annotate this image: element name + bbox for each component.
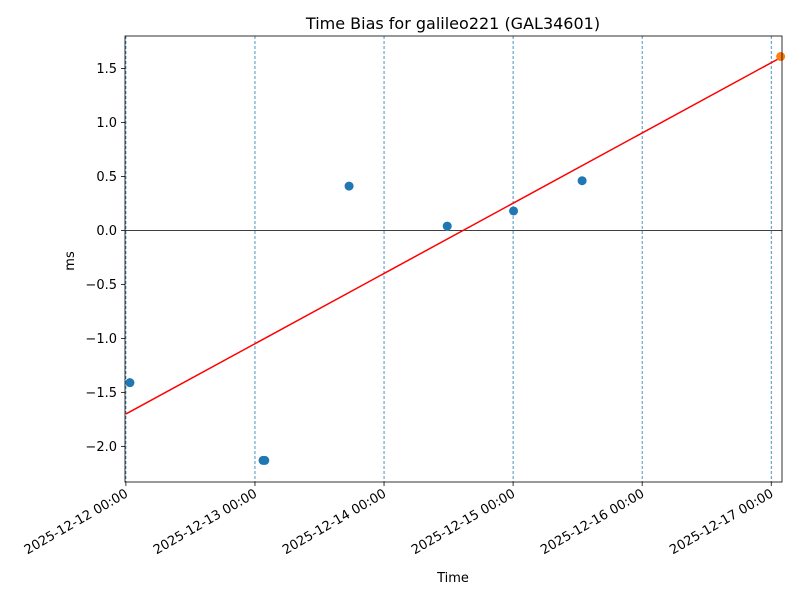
x-tick-label: 2025-12-15 00:00 (409, 486, 518, 558)
y-tick-label: −1.5 (85, 386, 117, 401)
data-point (577, 176, 587, 186)
x-tick-label: 2025-12-14 00:00 (280, 486, 389, 558)
y-tick-label: −2.0 (85, 440, 117, 455)
y-tick-label: 0.0 (96, 224, 117, 239)
data-point (260, 455, 270, 465)
y-axis-label: ms (63, 251, 78, 271)
data-point (344, 181, 354, 191)
data-point (776, 52, 786, 62)
axes-frame (124, 35, 783, 483)
y-tick-label: −0.5 (85, 278, 117, 293)
trend-line (125, 56, 782, 415)
chart-title: Time Bias for galileo221 (GAL34601) (305, 14, 600, 33)
y-tick-label: −1.0 (85, 332, 117, 347)
x-tick-label: 2025-12-13 00:00 (151, 486, 260, 558)
y-tick-label: 0.5 (96, 170, 117, 185)
x-tick-label: 2025-12-12 00:00 (22, 486, 131, 558)
data-point (509, 206, 519, 216)
data-point (442, 221, 452, 231)
x-tick-label: 2025-12-17 00:00 (667, 486, 776, 558)
y-tick-label: 1.5 (96, 62, 117, 77)
plot-area: −2.0 −1.5 −1.0 −0.5 0.0 0.5 1.0 1.5 2025-12-12 0… (22, 35, 786, 558)
y-tick-label: 1.0 (96, 116, 117, 131)
x-tick-label: 2025-12-16 00:00 (538, 486, 647, 558)
x-axis-label: Time (436, 571, 469, 586)
data-point (125, 378, 135, 388)
